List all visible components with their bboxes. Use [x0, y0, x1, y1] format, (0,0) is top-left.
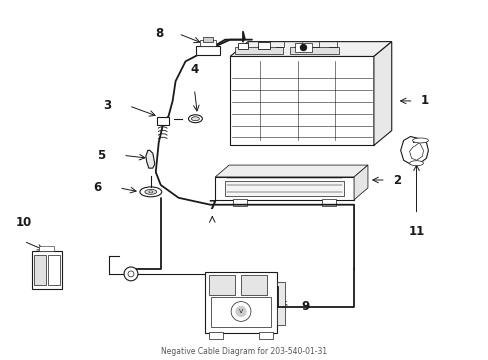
Bar: [211, 297, 270, 327]
Bar: [238, 42, 247, 49]
Ellipse shape: [412, 138, 427, 143]
Bar: [48, 255, 60, 285]
Bar: [205, 272, 276, 333]
Text: 1: 1: [420, 94, 428, 107]
Bar: [230, 57, 373, 145]
Bar: [258, 332, 272, 339]
Bar: [257, 42, 269, 49]
Text: 5: 5: [97, 149, 105, 162]
Text: 10: 10: [16, 216, 32, 229]
Polygon shape: [400, 136, 427, 164]
Ellipse shape: [148, 191, 152, 193]
Text: Negative Cable Diagram for 203-540-01-31: Negative Cable Diagram for 203-540-01-31: [161, 347, 326, 356]
Text: 6: 6: [93, 181, 101, 194]
Bar: [224, 181, 344, 196]
Text: 4: 4: [190, 63, 198, 76]
Circle shape: [128, 271, 134, 277]
Bar: [235, 46, 282, 54]
Ellipse shape: [191, 117, 199, 121]
Bar: [32, 251, 61, 289]
Ellipse shape: [140, 187, 162, 197]
Ellipse shape: [409, 161, 423, 166]
Circle shape: [124, 267, 138, 281]
Bar: [39, 246, 54, 251]
Bar: [276, 282, 284, 325]
Bar: [203, 37, 213, 42]
Text: 11: 11: [407, 225, 424, 238]
Circle shape: [236, 306, 245, 316]
Bar: [209, 275, 235, 295]
Polygon shape: [145, 150, 155, 168]
Text: 2: 2: [392, 174, 400, 186]
Bar: [157, 117, 168, 125]
Bar: [294, 42, 312, 53]
Bar: [209, 332, 223, 339]
Bar: [233, 199, 246, 206]
Ellipse shape: [188, 115, 202, 123]
Circle shape: [300, 45, 306, 50]
Text: 9: 9: [301, 300, 309, 313]
Circle shape: [231, 302, 250, 321]
Polygon shape: [230, 42, 391, 57]
Bar: [322, 199, 336, 206]
Bar: [289, 46, 339, 54]
Bar: [196, 46, 220, 55]
Polygon shape: [215, 165, 367, 177]
Bar: [241, 275, 266, 295]
Bar: [215, 177, 353, 200]
Text: 3: 3: [103, 99, 111, 112]
Ellipse shape: [144, 189, 157, 194]
Bar: [200, 40, 216, 46]
Text: 7: 7: [208, 199, 216, 212]
Text: 8: 8: [155, 27, 163, 40]
Polygon shape: [373, 42, 391, 145]
Bar: [34, 255, 46, 285]
Polygon shape: [353, 165, 367, 200]
Text: V: V: [239, 309, 243, 314]
